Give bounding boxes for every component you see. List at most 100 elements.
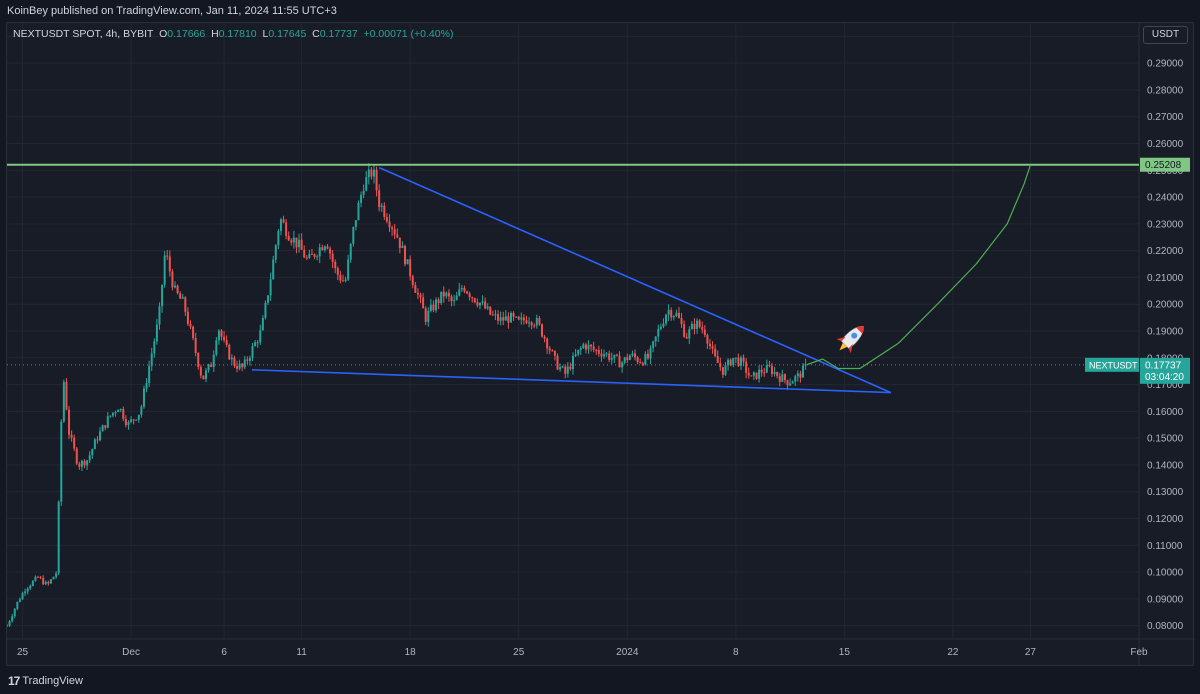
candle-body <box>385 217 388 222</box>
candle-body <box>13 608 16 617</box>
candle-body <box>367 169 370 178</box>
candle-body <box>73 437 76 449</box>
candle-body <box>267 295 270 303</box>
candle-body <box>416 292 419 295</box>
x-tick-label: 25 <box>17 647 29 658</box>
candle-body <box>615 354 618 356</box>
close-value: 0.17737 <box>319 28 358 40</box>
candle-body <box>561 366 564 368</box>
candle-body <box>225 340 228 345</box>
candle-body <box>499 317 502 321</box>
candle-body <box>318 247 321 257</box>
candle-body <box>194 338 197 354</box>
candle-body <box>18 599 21 602</box>
candle-body <box>440 291 443 304</box>
candle-body <box>42 578 45 585</box>
candle-body <box>760 369 763 373</box>
candle-body <box>613 354 616 359</box>
candle-body <box>564 366 567 374</box>
candle-body <box>698 320 701 327</box>
candle-body <box>517 316 520 320</box>
open-label: O <box>159 28 168 40</box>
candle-body <box>750 375 753 377</box>
candle-body <box>285 222 288 236</box>
candle-body <box>724 365 727 375</box>
symbol-tag-text: NEXTUSDT <box>1089 360 1138 370</box>
candle-body <box>409 259 412 277</box>
candle-body <box>802 365 805 378</box>
candle-body <box>610 358 613 360</box>
candle-body <box>450 296 453 302</box>
candle-body <box>719 362 722 368</box>
candle-body <box>644 353 647 365</box>
currency-unit-button[interactable]: USDT <box>1143 26 1188 44</box>
candle-body <box>453 300 456 302</box>
candle-body <box>582 344 585 348</box>
candle-body <box>711 346 714 349</box>
candle-body <box>447 292 450 297</box>
candle-body <box>91 449 94 456</box>
upper-trendline[interactable] <box>378 166 892 394</box>
candle-body <box>65 381 68 410</box>
low-value: 0.17645 <box>268 28 307 40</box>
price-chart[interactable]: 0.08000 0.09000 0.10000 0.11000 0.12000 0.130… <box>7 23 1195 667</box>
candle-body <box>755 372 758 379</box>
chart-frame[interactable]: 0.08000 0.09000 0.10000 0.11000 0.12000 0.130… <box>6 22 1195 667</box>
candle-body <box>331 253 334 262</box>
candle-body <box>652 341 655 349</box>
candle-body <box>184 297 187 312</box>
tradingview-logo[interactable]: 17 TradingView <box>8 674 83 688</box>
candle-body <box>186 311 189 324</box>
candle-body <box>683 324 686 337</box>
candle-body <box>202 375 205 380</box>
y-tick-label: 0.20000 <box>1147 300 1184 311</box>
candle-body <box>26 588 29 592</box>
lower-trendline[interactable] <box>251 369 891 394</box>
candle-body <box>24 591 27 594</box>
candle-body <box>29 585 32 589</box>
candle-body <box>282 219 285 223</box>
candle-body <box>414 285 417 293</box>
candle-body <box>794 376 797 382</box>
candle-body <box>339 274 342 281</box>
brand-label: TradingView <box>22 675 83 687</box>
candle-body <box>584 344 587 350</box>
candle-body <box>264 302 267 318</box>
candle-body <box>49 579 52 584</box>
candle-body <box>398 237 401 249</box>
candle-body <box>429 304 432 311</box>
candle-body <box>310 253 313 255</box>
candle-body <box>140 406 143 415</box>
candle-body <box>605 353 608 355</box>
candle-body <box>236 366 239 369</box>
candle-body <box>8 621 11 626</box>
candle-body <box>62 381 65 422</box>
candle-body <box>574 354 577 356</box>
x-tick-label: 2024 <box>616 647 639 658</box>
candle-body <box>670 310 673 318</box>
candle-body <box>163 255 166 285</box>
candle-body <box>287 235 290 241</box>
candle-body <box>729 359 732 366</box>
candle-body <box>458 289 461 296</box>
candle-body <box>246 359 249 361</box>
candle-body <box>251 346 254 358</box>
candle-body <box>548 348 551 351</box>
symbol-label[interactable]: NEXTUSDT SPOT, 4h, BYBIT <box>13 28 154 40</box>
candle-body <box>579 347 582 350</box>
candle-body <box>688 329 691 339</box>
candle-body <box>721 367 724 375</box>
candle-body <box>37 576 40 578</box>
y-tick-label: 0.19000 <box>1147 327 1184 338</box>
candle-body <box>745 361 748 373</box>
candle-body <box>393 229 396 235</box>
candle-body <box>486 306 489 309</box>
candle-body <box>176 285 179 294</box>
projection-path[interactable] <box>807 164 1032 370</box>
candle-body <box>383 205 386 218</box>
candle-body <box>238 363 241 369</box>
y-tick-label: 0.28000 <box>1147 85 1184 96</box>
ohlc-legend: NEXTUSDT SPOT, 4h, BYBIT O0.17666 H0.178… <box>13 28 453 40</box>
candle-body <box>621 362 624 368</box>
candle-body <box>122 408 125 420</box>
